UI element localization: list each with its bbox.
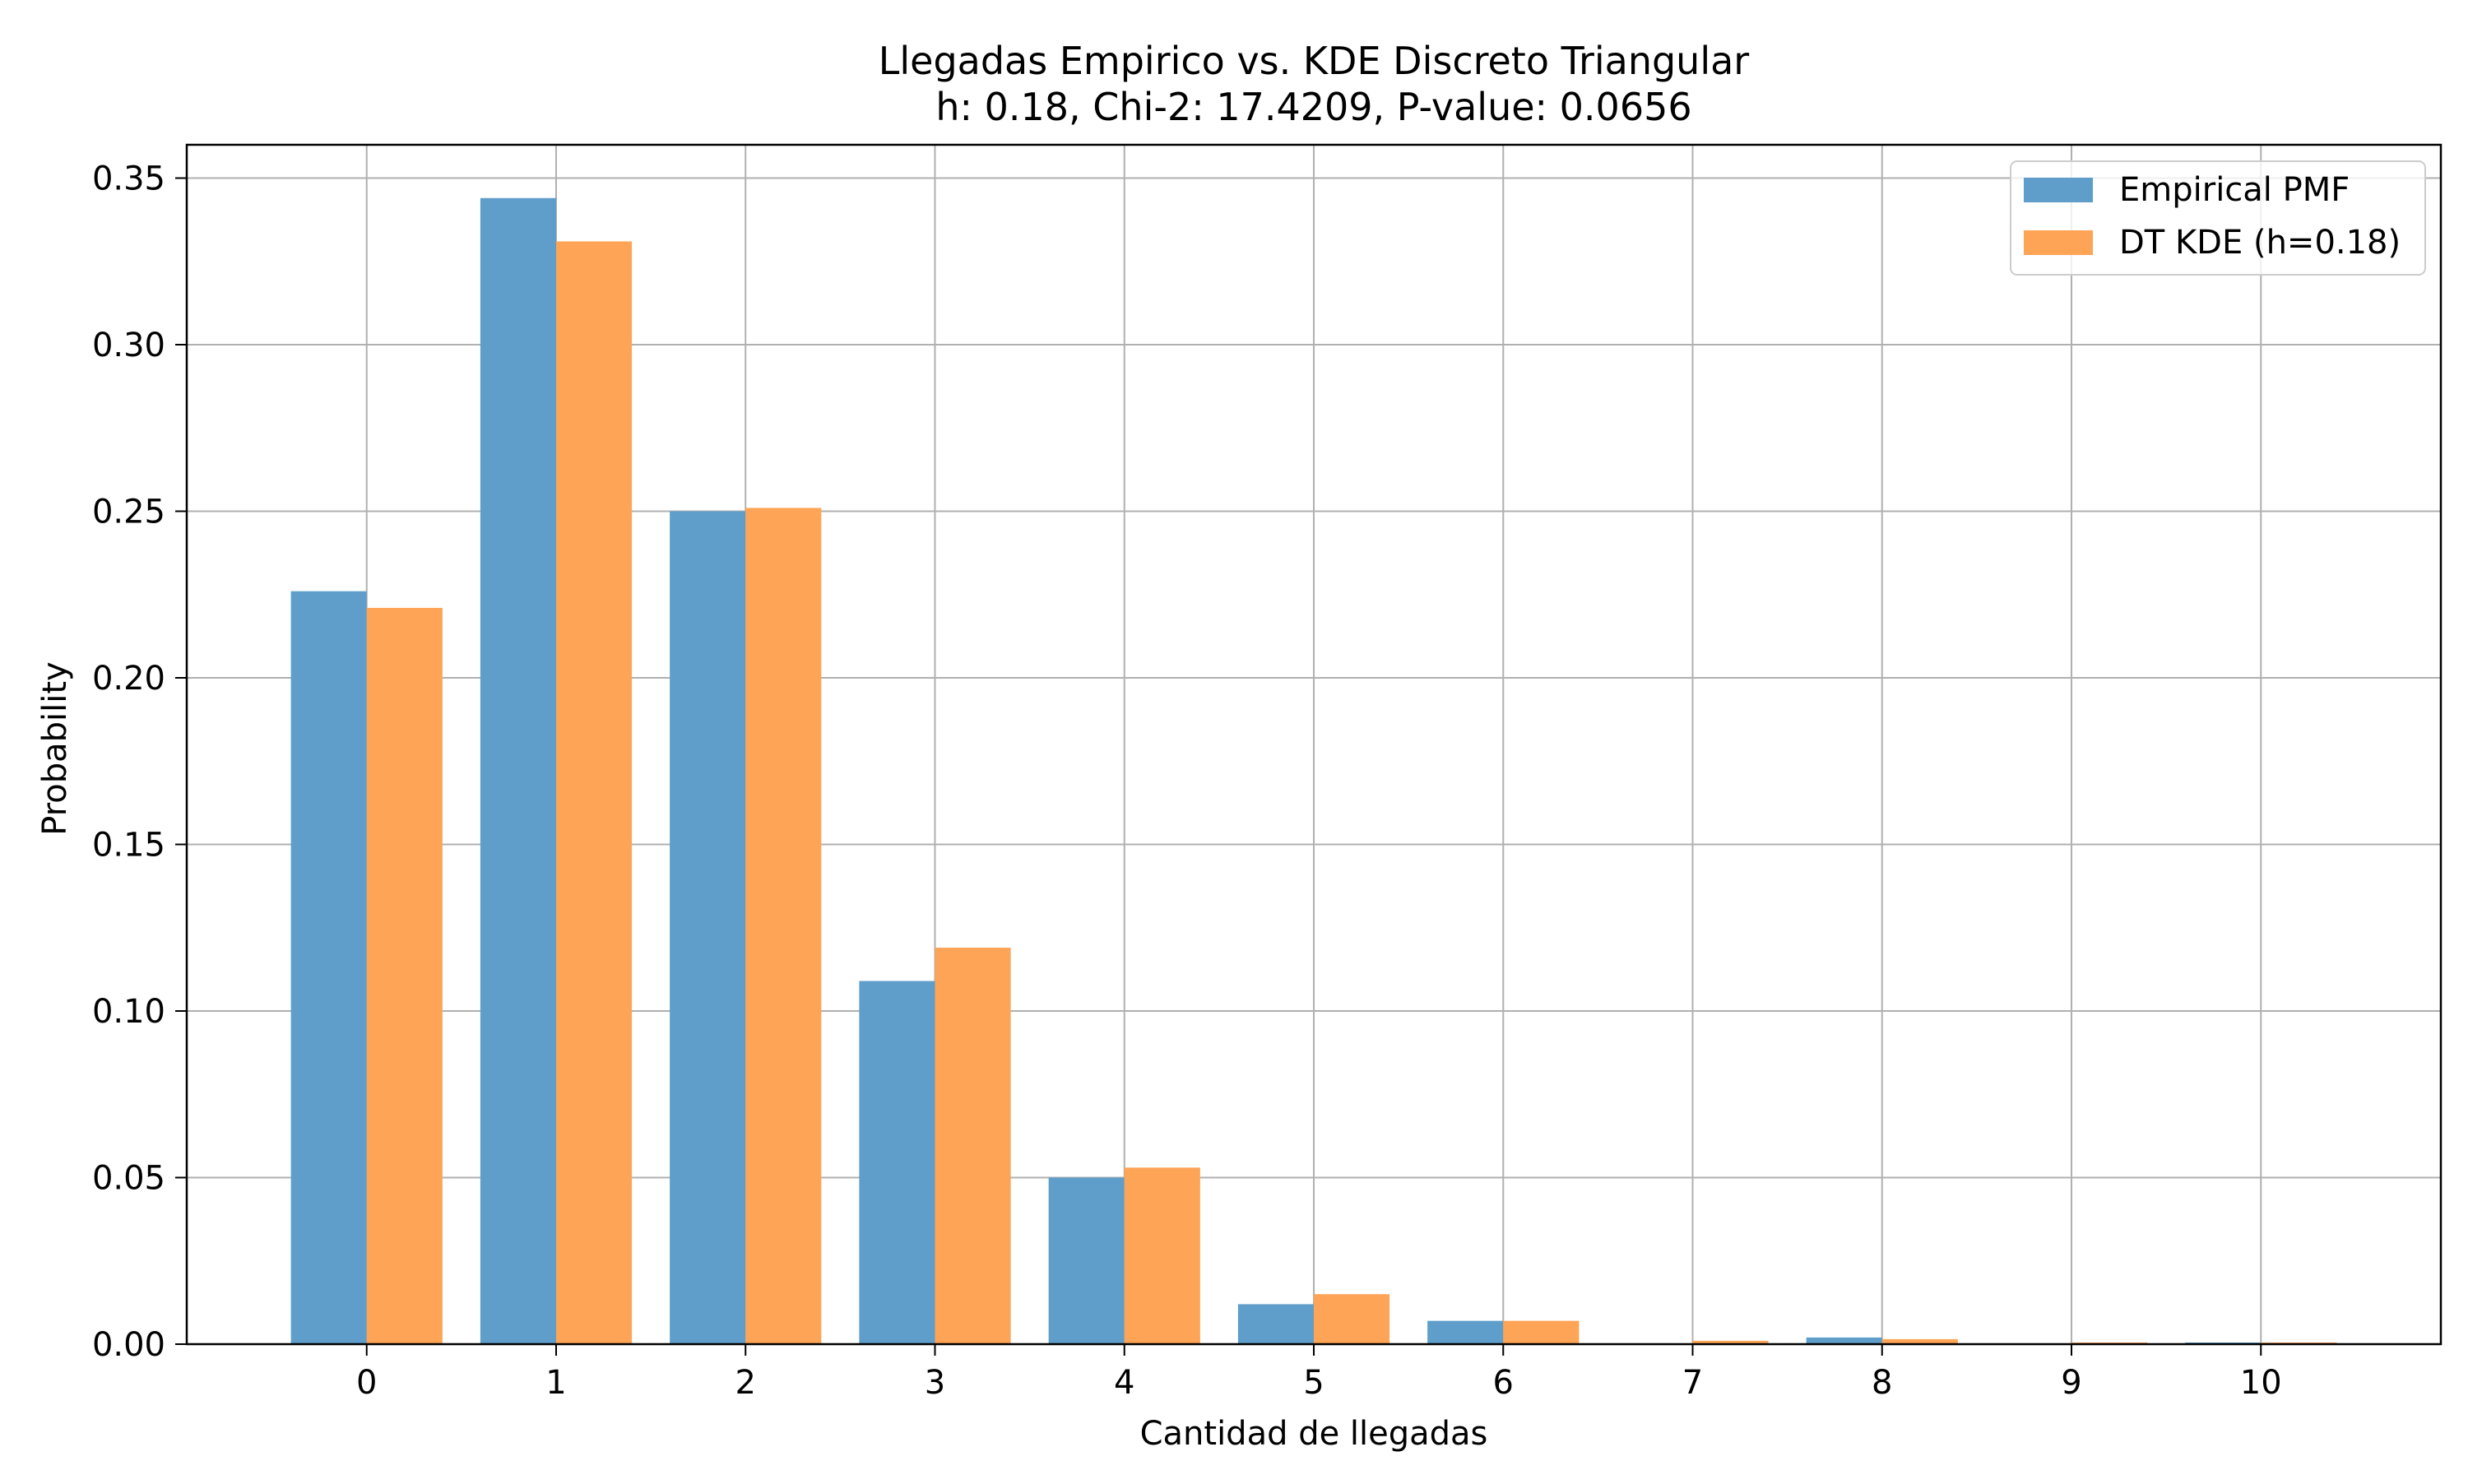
y-tick-label: 0.35 bbox=[92, 160, 165, 198]
bar-empirical-1 bbox=[480, 197, 556, 1344]
bar-kde-8 bbox=[1881, 1338, 1958, 1344]
legend-swatch-kde bbox=[2024, 230, 2093, 255]
x-tick-label: 2 bbox=[735, 1364, 756, 1402]
chart-title: Llegadas Empirico vs. KDE Discreto Trian… bbox=[879, 39, 1750, 83]
y-tick-label: 0.05 bbox=[92, 1160, 165, 1198]
ticks: 0 1 2 3 4 5 6 7 8 9 10 0.00 0.05 0.10 0.15 0.20 0.25 0.30… bbox=[92, 160, 2282, 1403]
bar-kde-0 bbox=[366, 607, 443, 1344]
legend-frame bbox=[2010, 160, 2426, 276]
bar-kde-2 bbox=[745, 508, 822, 1344]
y-tick-label: 0.25 bbox=[92, 494, 165, 531]
y-tick-label: 0.15 bbox=[92, 827, 165, 865]
y-tick-label: 0.10 bbox=[92, 993, 165, 1031]
bars bbox=[290, 197, 2337, 1345]
bar-empirical-3 bbox=[859, 981, 935, 1344]
x-tick-label: 8 bbox=[1872, 1364, 1892, 1402]
x-axis-label: Cantidad de llegadas bbox=[1140, 1415, 1488, 1453]
x-tick-label: 4 bbox=[1114, 1364, 1134, 1402]
x-tick-label: 6 bbox=[1493, 1364, 1514, 1402]
x-tick-label: 1 bbox=[545, 1364, 566, 1402]
bar-empirical-5 bbox=[1237, 1304, 1314, 1344]
legend-label-empirical: Empirical PMF bbox=[2119, 171, 2350, 209]
x-tick-label: 7 bbox=[1682, 1364, 1703, 1402]
legend-swatch-empirical bbox=[2024, 178, 2093, 202]
bar-kde-3 bbox=[935, 948, 1011, 1344]
x-tick-label: 10 bbox=[2240, 1364, 2282, 1402]
bar-kde-1 bbox=[555, 241, 633, 1345]
y-tick-label: 0.20 bbox=[92, 660, 165, 698]
x-tick-label: 5 bbox=[1303, 1364, 1324, 1402]
x-tick-label: 3 bbox=[925, 1364, 945, 1402]
bar-kde-7 bbox=[1692, 1340, 1769, 1344]
x-tick-label: 0 bbox=[356, 1364, 377, 1402]
y-axis-label: Probability bbox=[36, 661, 74, 835]
bar-kde-5 bbox=[1314, 1294, 1390, 1344]
y-tick-label: 0.00 bbox=[92, 1326, 165, 1364]
bar-empirical-4 bbox=[1048, 1177, 1125, 1344]
bar-empirical-6 bbox=[1427, 1320, 1504, 1344]
y-tick-label: 0.30 bbox=[92, 327, 165, 364]
bar-empirical-0 bbox=[290, 591, 367, 1344]
legend: Empirical PMF DT KDE (h=0.18) bbox=[2010, 160, 2426, 276]
chart-subtitle: h: 0.18, Chi-2: 17.4209, P-value: 0.0656 bbox=[935, 85, 1691, 129]
bar-kde-6 bbox=[1503, 1320, 1580, 1344]
bar-empirical-2 bbox=[670, 511, 746, 1344]
legend-label-kde: DT KDE (h=0.18) bbox=[2119, 224, 2401, 262]
bar-kde-4 bbox=[1124, 1167, 1200, 1344]
bar-empirical-8 bbox=[1806, 1337, 1882, 1344]
x-tick-label: 9 bbox=[2061, 1364, 2081, 1402]
